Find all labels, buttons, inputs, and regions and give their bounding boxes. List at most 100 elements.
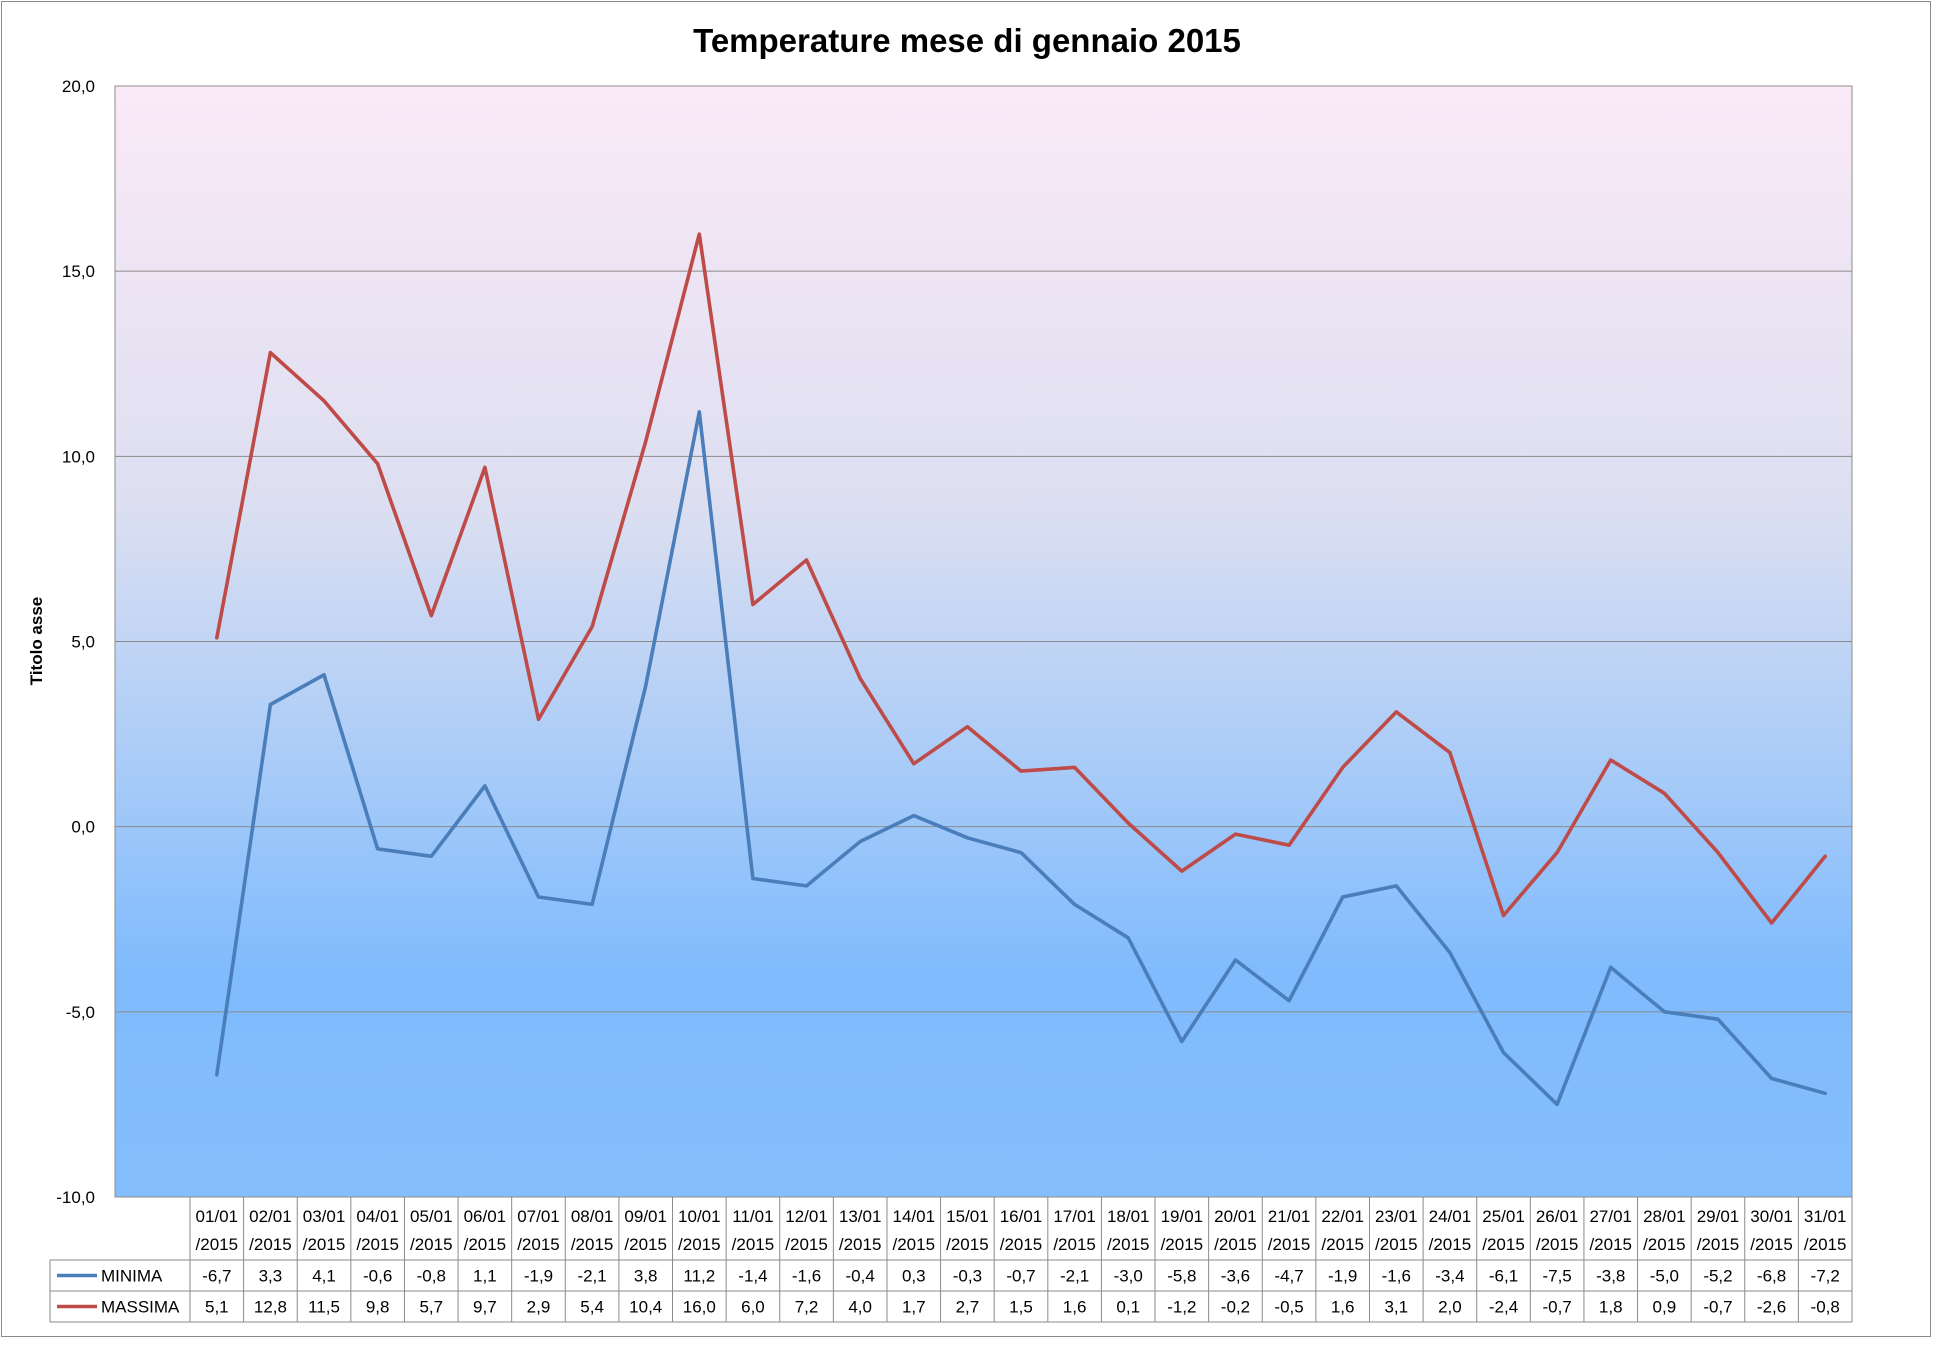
x-category-label: 21/01 xyxy=(1268,1207,1311,1226)
x-category-label: 14/01 xyxy=(893,1207,936,1226)
table-value: -0,3 xyxy=(953,1267,982,1286)
x-category-label: 05/01 xyxy=(410,1207,453,1226)
table-value: 1,1 xyxy=(473,1267,497,1286)
x-category-label: /2015 xyxy=(893,1235,936,1254)
table-value: 2,9 xyxy=(527,1298,551,1317)
table-value: 1,5 xyxy=(1009,1298,1033,1317)
x-category-label: 08/01 xyxy=(571,1207,614,1226)
x-category-label: /2015 xyxy=(410,1235,453,1254)
table-value: 5,1 xyxy=(205,1298,229,1317)
table-value: -2,4 xyxy=(1489,1298,1518,1317)
x-category-label: 31/01 xyxy=(1804,1207,1847,1226)
table-value: 0,9 xyxy=(1653,1298,1677,1317)
y-axis-label: Titolo asse xyxy=(27,597,46,686)
x-category-label: 22/01 xyxy=(1321,1207,1364,1226)
x-category-label: /2015 xyxy=(1643,1235,1686,1254)
table-value: -5,8 xyxy=(1167,1267,1196,1286)
table-value: -2,1 xyxy=(1060,1267,1089,1286)
table-value: 5,7 xyxy=(419,1298,443,1317)
table-value: -0,2 xyxy=(1221,1298,1250,1317)
table-value: -6,7 xyxy=(202,1267,231,1286)
table-value: -0,4 xyxy=(846,1267,875,1286)
table-value: 0,1 xyxy=(1116,1298,1140,1317)
x-category-label: /2015 xyxy=(1053,1235,1096,1254)
y-tick-label: 5,0 xyxy=(71,633,95,652)
x-category-label: 24/01 xyxy=(1429,1207,1472,1226)
x-category-label: /2015 xyxy=(624,1235,667,1254)
y-tick-label: 15,0 xyxy=(62,262,95,281)
table-value: -1,9 xyxy=(524,1267,553,1286)
x-category-label: 01/01 xyxy=(196,1207,239,1226)
x-category-label: /2015 xyxy=(732,1235,775,1254)
x-category-label: /2015 xyxy=(1000,1235,1043,1254)
legend-label: MINIMA xyxy=(101,1267,163,1286)
x-category-label: /2015 xyxy=(1804,1235,1847,1254)
y-tick-label: 0,0 xyxy=(71,818,95,837)
x-category-label: 03/01 xyxy=(303,1207,346,1226)
table-value: -0,8 xyxy=(1811,1298,1840,1317)
x-category-label: /2015 xyxy=(1214,1235,1257,1254)
legend-label: MASSIMA xyxy=(101,1298,180,1317)
x-category-label: /2015 xyxy=(303,1235,346,1254)
table-value: -3,8 xyxy=(1596,1267,1625,1286)
x-category-label: 07/01 xyxy=(517,1207,560,1226)
x-category-label: 28/01 xyxy=(1643,1207,1686,1226)
x-category-label: /2015 xyxy=(517,1235,560,1254)
x-category-label: 04/01 xyxy=(356,1207,399,1226)
x-category-label: /2015 xyxy=(571,1235,614,1254)
x-category-label: /2015 xyxy=(1375,1235,1418,1254)
x-category-label: /2015 xyxy=(1536,1235,1579,1254)
table-value: 10,4 xyxy=(629,1298,662,1317)
table-value: -1,6 xyxy=(1382,1267,1411,1286)
x-category-label: 20/01 xyxy=(1214,1207,1257,1226)
table-value: 2,0 xyxy=(1438,1298,1462,1317)
x-category-label: /2015 xyxy=(1697,1235,1740,1254)
x-category-label: /2015 xyxy=(1589,1235,1632,1254)
y-tick-label: 10,0 xyxy=(62,447,95,466)
table-value: 3,8 xyxy=(634,1267,658,1286)
table-value: 3,1 xyxy=(1384,1298,1408,1317)
x-category-label: 06/01 xyxy=(464,1207,507,1226)
x-category-label: 15/01 xyxy=(946,1207,989,1226)
y-tick-label: 20,0 xyxy=(62,77,95,96)
x-category-label: 09/01 xyxy=(624,1207,667,1226)
x-category-label: 13/01 xyxy=(839,1207,882,1226)
x-category-label: /2015 xyxy=(839,1235,882,1254)
table-value: 4,1 xyxy=(312,1267,336,1286)
table-value: 0,3 xyxy=(902,1267,926,1286)
table-value: -6,8 xyxy=(1757,1267,1786,1286)
x-category-label: /2015 xyxy=(196,1235,239,1254)
table-value: -6,1 xyxy=(1489,1267,1518,1286)
series-lines xyxy=(215,232,1827,1107)
table-value: -1,6 xyxy=(792,1267,821,1286)
series-line-massima xyxy=(215,232,1827,925)
table-value: 1,7 xyxy=(902,1298,926,1317)
x-category-label: 30/01 xyxy=(1750,1207,1793,1226)
x-category-label: 02/01 xyxy=(249,1207,292,1226)
y-tick-labels: 20,0 15,0 10,0 5,0 0,0 -5,0 -10,0 xyxy=(56,77,95,1207)
x-category-label: /2015 xyxy=(1107,1235,1150,1254)
table-value: -1,9 xyxy=(1328,1267,1357,1286)
table-value: -0,7 xyxy=(1703,1298,1732,1317)
y-tick-label: -10,0 xyxy=(56,1188,95,1207)
chart-title: Temperature mese di gennaio 2015 xyxy=(693,22,1241,59)
table-value: -1,2 xyxy=(1167,1298,1196,1317)
table-value: -4,7 xyxy=(1274,1267,1303,1286)
table-value: -7,2 xyxy=(1811,1267,1840,1286)
x-category-label: /2015 xyxy=(1161,1235,1204,1254)
x-category-label: 27/01 xyxy=(1589,1207,1632,1226)
x-category-label: 26/01 xyxy=(1536,1207,1579,1226)
x-category-label: 19/01 xyxy=(1161,1207,1204,1226)
table-value: -1,4 xyxy=(738,1267,767,1286)
x-category-label: /2015 xyxy=(1750,1235,1793,1254)
x-category-label: /2015 xyxy=(1268,1235,1311,1254)
x-category-label: 25/01 xyxy=(1482,1207,1525,1226)
table-value: 4,0 xyxy=(848,1298,872,1317)
table-value: 7,2 xyxy=(795,1298,819,1317)
x-category-label: 12/01 xyxy=(785,1207,828,1226)
x-category-label: 23/01 xyxy=(1375,1207,1418,1226)
table-value: 9,8 xyxy=(366,1298,390,1317)
x-category-label: /2015 xyxy=(249,1235,292,1254)
